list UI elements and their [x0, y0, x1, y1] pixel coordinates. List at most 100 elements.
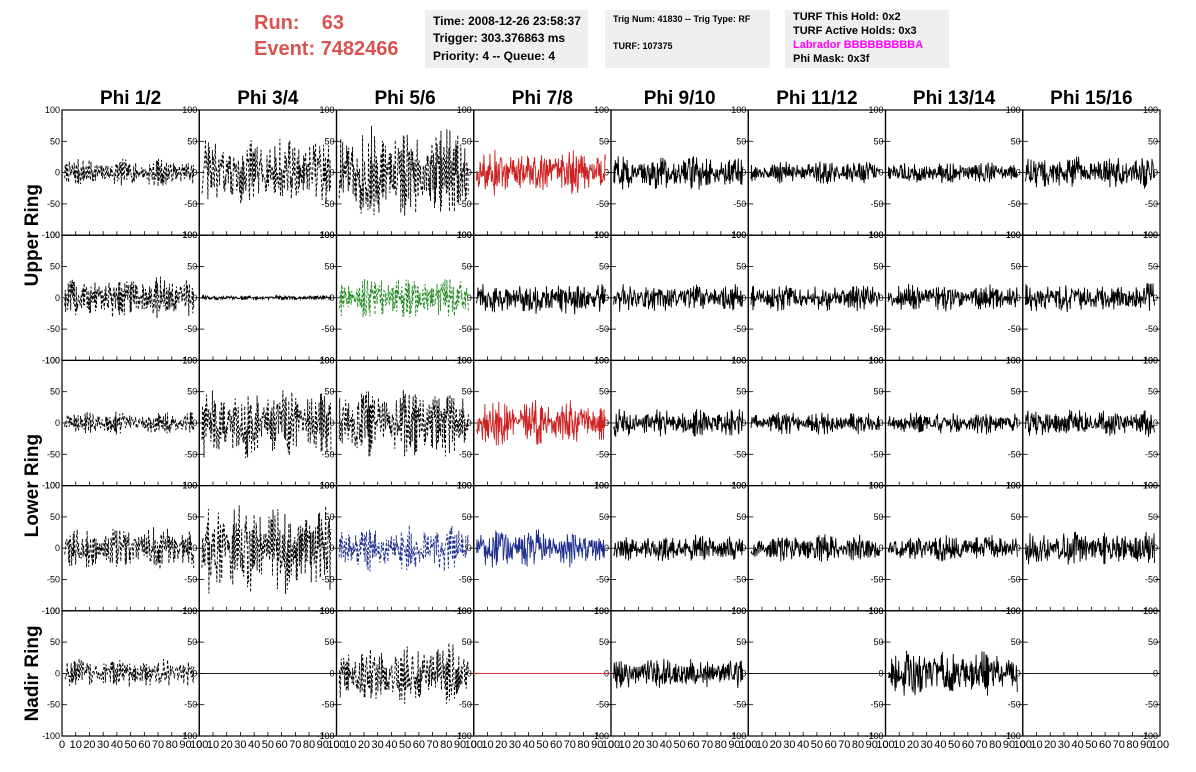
x-tick-label: 30: [783, 739, 795, 751]
y-tick-label: 0: [192, 418, 197, 428]
y-tick-label: -50: [459, 700, 472, 710]
y-tick-label: -50: [1145, 575, 1158, 585]
waveform-trace: [64, 658, 195, 687]
x-tick-label: 20: [907, 739, 919, 751]
y-tick-label: 0: [467, 668, 472, 678]
x-tick-label: 90: [179, 739, 191, 751]
y-tick-label: 0: [467, 168, 472, 178]
y-tick-label: 0: [192, 168, 197, 178]
waveform-trace: [613, 408, 744, 437]
run-value: 63: [321, 12, 345, 34]
y-tick-label: 50: [736, 512, 746, 522]
y-tick-label: 0: [1153, 418, 1158, 428]
y-tick-label: 0: [467, 293, 472, 303]
y-tick-label: 50: [50, 387, 60, 397]
x-tick-label: 40: [111, 739, 123, 751]
x-tick-label: 10: [344, 739, 356, 751]
x-tick-label: 100: [1014, 739, 1032, 751]
y-tick-label: -50: [596, 700, 609, 710]
y-tick-label: -50: [596, 324, 609, 334]
x-tick-label: 10: [756, 739, 768, 751]
y-tick-label: 50: [324, 387, 334, 397]
y-tick-label: -50: [47, 324, 60, 334]
y-tick-label: 0: [192, 668, 197, 678]
y-tick-label: 50: [599, 136, 609, 146]
y-tick-label: -50: [870, 449, 883, 459]
y-tick-label: 100: [731, 481, 746, 491]
phi-label: Phi 11/12: [776, 88, 857, 109]
x-tick-label: 70: [289, 739, 301, 751]
y-tick-label: 0: [55, 418, 60, 428]
x-tick-label: 100: [876, 739, 894, 751]
x-tick-label: 50: [399, 739, 411, 751]
waveform-trace: [338, 125, 469, 216]
x-tick-label: 20: [221, 739, 233, 751]
y-tick-label: 50: [462, 637, 472, 647]
y-tick-label: 50: [599, 637, 609, 647]
y-tick-label: 0: [55, 668, 60, 678]
waveform-trace: [338, 390, 469, 457]
time-info-box: Time: 2008-12-26 23:58:37 Trigger: 303.3…: [425, 10, 588, 68]
y-tick-label: 0: [1153, 293, 1158, 303]
x-tick-label: 20: [770, 739, 782, 751]
waveform-trace: [64, 411, 195, 435]
y-tick-label: 50: [873, 512, 883, 522]
y-tick-label: -50: [1008, 449, 1021, 459]
y-tick-label: 100: [594, 481, 609, 491]
x-tick-label: 40: [248, 739, 260, 751]
y-tick-label: 50: [1011, 262, 1021, 272]
x-tick-label: 10: [481, 739, 493, 751]
y-tick-label: -50: [1145, 199, 1158, 209]
x-tick-label: 20: [83, 739, 95, 751]
y-tick-label: 100: [731, 230, 746, 240]
y-tick-label: -50: [47, 700, 60, 710]
y-tick-label: 0: [604, 418, 609, 428]
y-tick-label: -50: [321, 575, 334, 585]
y-tick-label: 50: [1148, 387, 1158, 397]
y-tick-label: 0: [1153, 543, 1158, 553]
x-tick-label: 90: [317, 739, 329, 751]
y-tick-label: 50: [873, 387, 883, 397]
y-tick-label: 50: [1011, 387, 1021, 397]
x-tick-label: 100: [739, 739, 757, 751]
x-tick-label: 50: [811, 739, 823, 751]
x-tick-label: 50: [1085, 739, 1097, 751]
x-tick-label: 60: [138, 739, 150, 751]
waveform-trace: [887, 650, 1018, 696]
y-tick-label: -50: [733, 700, 746, 710]
y-tick-label: 50: [1011, 512, 1021, 522]
x-tick-label: 70: [1113, 739, 1125, 751]
y-tick-label: -50: [47, 449, 60, 459]
x-tick-label: 50: [948, 739, 960, 751]
x-tick-label: 80: [715, 739, 727, 751]
x-tick-label: 20: [632, 739, 644, 751]
x-tick-label: 80: [577, 739, 589, 751]
x-tick-label: 60: [550, 739, 562, 751]
y-tick-label: 100: [1006, 606, 1021, 616]
x-tick-label: 40: [1072, 739, 1084, 751]
waveform-panel: 100 100 50 50 0 0 -50 -50 -100 -100: [42, 230, 200, 365]
x-tick-label: 0: [196, 739, 202, 751]
x-tick-label: 80: [989, 739, 1001, 751]
y-tick-label: -50: [870, 324, 883, 334]
y-tick-label: 0: [741, 668, 746, 678]
y-tick-label: 100: [319, 606, 334, 616]
y-tick-label: 100: [731, 105, 746, 115]
y-tick-label: 50: [1148, 512, 1158, 522]
y-tick-label: -50: [1145, 700, 1158, 710]
y-tick-label: 50: [324, 512, 334, 522]
x-tick-label: 30: [1058, 739, 1070, 751]
y-tick-label: -50: [184, 449, 197, 459]
y-tick-label: -50: [733, 324, 746, 334]
x-tick-label: 30: [372, 739, 384, 751]
waveform-trace: [201, 505, 332, 595]
y-tick-label: 50: [324, 637, 334, 647]
y-tick-label: -50: [184, 324, 197, 334]
